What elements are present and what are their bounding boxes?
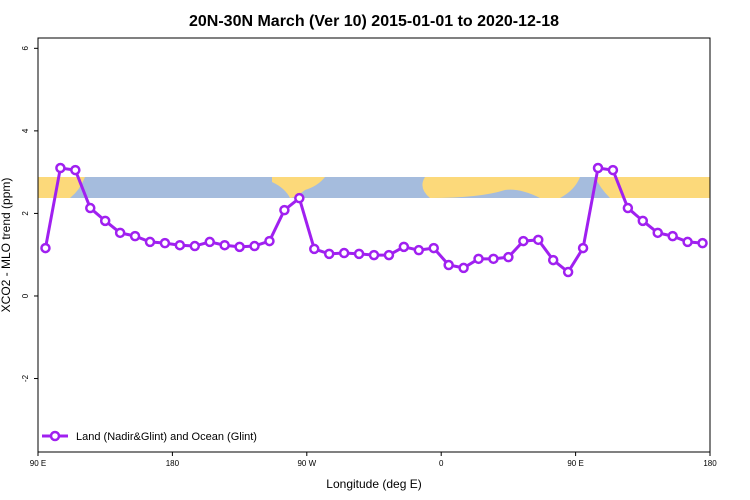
point: [592, 162, 604, 174]
point: [159, 237, 171, 249]
point: [368, 249, 380, 261]
point: [55, 162, 66, 174]
point: [413, 244, 425, 256]
point: [547, 254, 559, 266]
point: [622, 202, 634, 214]
point: [249, 240, 260, 252]
point: [279, 204, 290, 216]
point: [353, 248, 365, 260]
y-tick-label: 0: [21, 293, 30, 298]
point: [204, 236, 215, 248]
map-land: [38, 177, 85, 198]
point: [488, 253, 499, 265]
point: [85, 202, 96, 214]
point: [682, 236, 693, 248]
point: [398, 241, 410, 253]
y-tick-label: 4: [21, 128, 30, 133]
point: [637, 215, 649, 227]
chart-title: 20N-30N March (Ver 10) 2015-01-01 to 202…: [189, 13, 559, 30]
legend-marker: [49, 430, 61, 442]
point: [174, 239, 186, 251]
y-tick-label: 6: [21, 46, 30, 51]
point: [533, 234, 544, 246]
x-tick-label: 90 E: [567, 459, 583, 468]
x-tick-label: 90 E: [30, 459, 46, 468]
point: [383, 249, 395, 261]
point: [473, 253, 484, 265]
point: [667, 230, 678, 242]
map-land: [595, 177, 710, 198]
point: [697, 237, 708, 249]
point: [562, 266, 574, 278]
point: [264, 235, 275, 247]
point: [323, 248, 335, 260]
y-tick-label: -2: [21, 374, 30, 382]
point: [518, 235, 529, 247]
point: [503, 251, 514, 263]
point: [607, 164, 619, 176]
y-axis-label: XCO2 - MLO trend (ppm): [0, 178, 13, 313]
x-tick-label: 90 W: [297, 459, 316, 468]
map-land: [272, 177, 325, 198]
point: [652, 227, 663, 239]
point: [189, 240, 201, 252]
point: [99, 215, 111, 227]
point: [294, 192, 305, 204]
point: [428, 242, 439, 254]
point: [458, 262, 469, 274]
point: [40, 242, 51, 254]
map-strip: [38, 177, 710, 198]
legend-label: Land (Nadir&Glint) and Ocean (Glint): [76, 431, 257, 443]
point: [309, 243, 320, 255]
map-land: [422, 177, 580, 198]
x-tick-label: 180: [166, 459, 180, 468]
point: [443, 259, 454, 271]
x-axis-label: Longitude (deg E): [326, 477, 421, 491]
x-tick-label: 0: [439, 459, 444, 468]
point: [577, 242, 589, 254]
point: [144, 236, 156, 248]
x-tick-label: 180: [703, 459, 717, 468]
point: [70, 164, 81, 176]
point: [219, 239, 230, 251]
plot-frame: [37, 37, 711, 453]
point: [114, 227, 126, 239]
y-tick-label: 2: [21, 211, 30, 216]
point: [338, 247, 350, 259]
point: [234, 241, 245, 253]
point: [129, 230, 141, 242]
